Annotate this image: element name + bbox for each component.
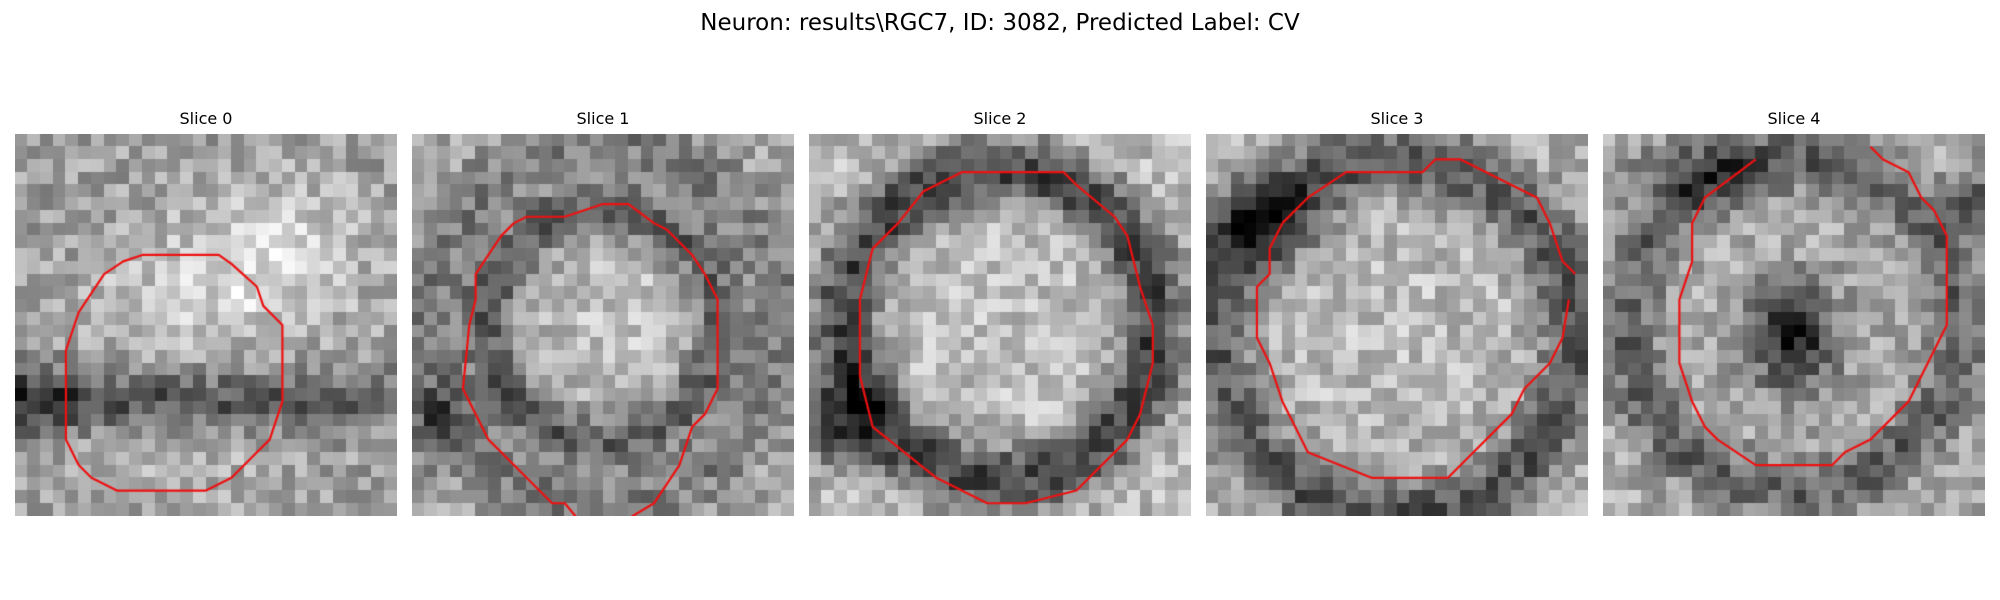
slice-image <box>1603 134 1985 516</box>
slice-panel-0: Slice 0 <box>15 108 397 518</box>
slice-title: Slice 0 <box>179 109 233 128</box>
slice-title: Slice 3 <box>1370 109 1424 128</box>
slice-title: Slice 1 <box>576 109 630 128</box>
slice-panel-4: Slice 4 <box>1603 108 1985 518</box>
slice-title: Slice 4 <box>1767 109 1821 128</box>
slice-panel-1: Slice 1 <box>412 108 794 518</box>
slice-image <box>15 134 397 516</box>
slice-panel-2: Slice 2 <box>809 108 1191 518</box>
slice-image <box>412 134 794 516</box>
slice-title: Slice 2 <box>973 109 1027 128</box>
slice-panel-3: Slice 3 <box>1206 108 1588 518</box>
slice-image <box>809 134 1191 516</box>
slice-image <box>1206 134 1588 516</box>
figure-title: Neuron: results\RGC7, ID: 3082, Predicte… <box>700 10 1300 36</box>
